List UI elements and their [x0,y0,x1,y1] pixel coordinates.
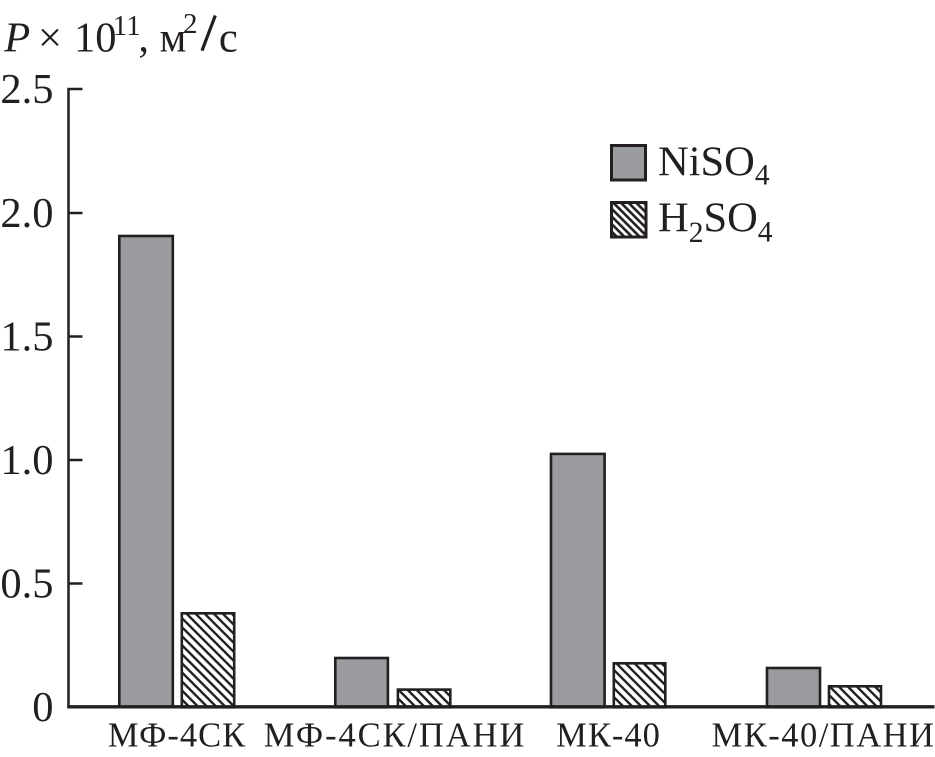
svg-text:1.5: 1.5 [0,313,53,360]
svg-text:11: 11 [113,10,141,42]
svg-text:МФ-4СК: МФ-4СК [108,717,246,755]
svg-text:2: 2 [183,8,198,40]
svg-text:МФ-4СК/ПАНИ: МФ-4СК/ПАНИ [264,717,526,755]
svg-text:МК-40/ПАНИ: МК-40/ПАНИ [712,717,935,755]
svg-text:0: 0 [32,684,53,731]
svg-text:P: P [3,15,30,62]
svg-text:1.0: 1.0 [0,437,53,484]
svg-text:2.5: 2.5 [0,66,53,113]
svg-text:2.0: 2.0 [0,190,53,237]
svg-text:с: с [219,15,238,62]
svg-text:м: м [160,15,187,62]
svg-text:×: × [38,15,62,62]
svg-text:NiSO4: NiSO4 [658,139,770,192]
svg-text:,: , [138,15,149,62]
svg-text:H2SO4: H2SO4 [658,195,773,250]
svg-text:10: 10 [74,15,117,62]
svg-text:0.5: 0.5 [0,560,53,607]
svg-text:МК-40: МК-40 [556,717,661,755]
